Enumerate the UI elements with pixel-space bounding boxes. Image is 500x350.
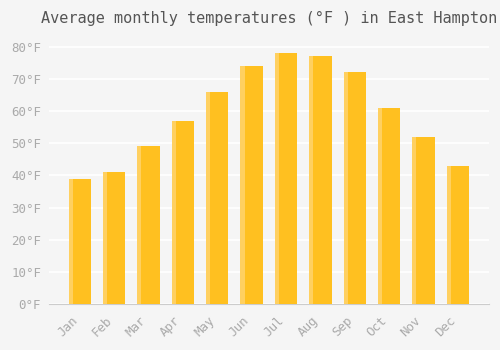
Bar — [344, 72, 347, 304]
Bar — [378, 108, 400, 304]
Bar — [103, 172, 107, 304]
Bar — [412, 137, 416, 304]
Bar — [275, 53, 279, 304]
Bar — [412, 137, 434, 304]
Bar — [309, 56, 313, 304]
Bar — [240, 66, 244, 304]
Bar — [309, 56, 332, 304]
Bar — [275, 53, 297, 304]
Bar — [138, 146, 141, 304]
Bar — [172, 121, 194, 304]
Bar — [172, 121, 176, 304]
Bar — [206, 92, 210, 304]
Bar — [69, 178, 73, 304]
Bar — [378, 108, 382, 304]
Bar — [240, 66, 263, 304]
Title: Average monthly temperatures (°F ) in East Hampton: Average monthly temperatures (°F ) in Ea… — [40, 11, 497, 26]
Bar — [69, 178, 91, 304]
Bar — [446, 166, 469, 304]
Bar — [138, 146, 160, 304]
Bar — [446, 166, 450, 304]
Bar — [344, 72, 366, 304]
Bar — [206, 92, 229, 304]
Bar — [103, 172, 126, 304]
